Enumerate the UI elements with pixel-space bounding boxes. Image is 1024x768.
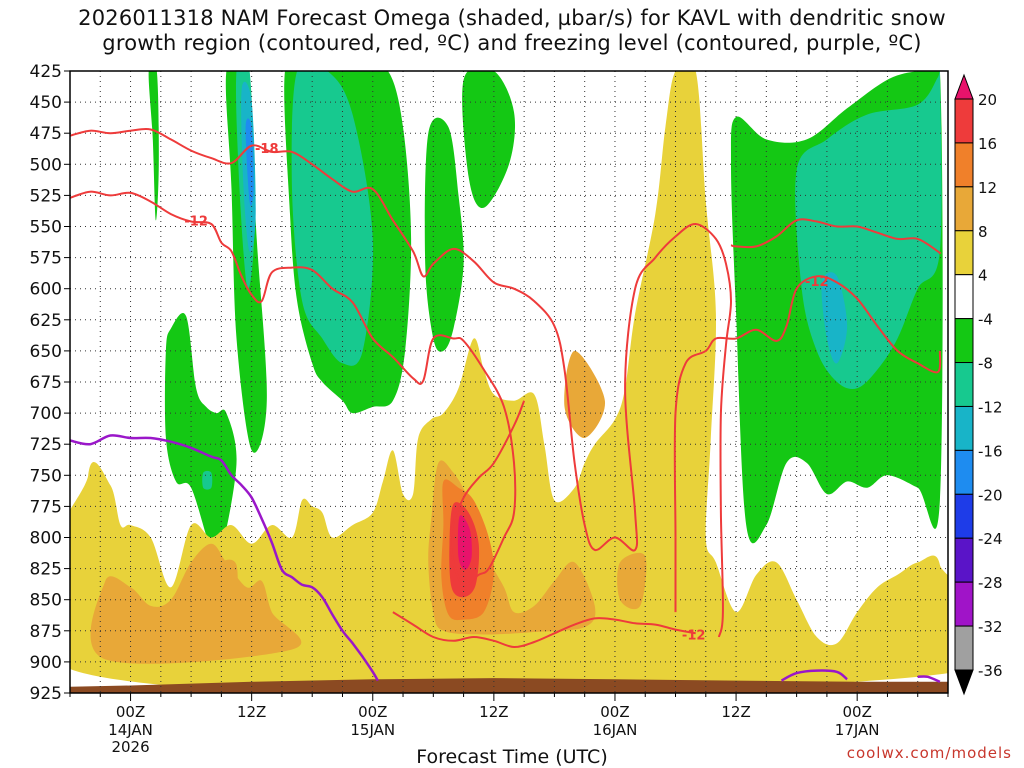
- x-tick-label: 00Z: [842, 703, 871, 721]
- omega-region-pos20-0: [457, 515, 472, 570]
- omega-region-neg4-1: [148, 71, 159, 221]
- omega-region-neg12-1: [821, 272, 848, 364]
- y-tick-label: 925: [30, 684, 62, 704]
- y-tick-label: 550: [30, 218, 62, 238]
- chart-title-line-2: growth region (contoured, red, ºC) and f…: [102, 31, 922, 55]
- y-tick-label: 775: [30, 497, 62, 517]
- colorbar-label: -24: [978, 530, 1003, 548]
- colorbar-label: -28: [978, 574, 1003, 592]
- omega-region-neg16-0: [245, 118, 254, 206]
- omega-region-neg8-1: [291, 71, 374, 366]
- y-tick-label: 425: [30, 62, 62, 82]
- dgz-contour-label: -12: [184, 214, 208, 229]
- x-tick-date-label: 15JAN: [350, 721, 395, 739]
- x-tick-label: 00Z: [116, 703, 145, 721]
- y-tick-label: 800: [30, 529, 62, 549]
- terrain-surface: [70, 678, 948, 693]
- colorbar-label: -12: [978, 398, 1003, 416]
- colorbar-bin: [954, 98, 974, 144]
- colorbar-bin: [954, 405, 974, 451]
- dgz-contour-4: [730, 218, 942, 255]
- colorbar-bin: [954, 581, 974, 627]
- y-tick-label: 675: [30, 373, 62, 393]
- colorbar-label: -32: [978, 618, 1003, 636]
- dgz-contour-2: [392, 611, 696, 649]
- y-tick-label: 825: [30, 560, 62, 580]
- omega-region-neg4-2: [164, 312, 237, 560]
- omega-region-pos8-4: [214, 559, 238, 630]
- colorbar-label: -20: [978, 486, 1003, 504]
- omega-region-neg4-5: [462, 71, 516, 208]
- dgz-contour-3: [673, 275, 942, 613]
- colorbar-bin: [954, 186, 974, 232]
- colorbar-label: 20: [978, 91, 997, 109]
- colorbar-bin: [954, 625, 974, 671]
- x-tick-label: 12Z: [237, 703, 266, 721]
- omega-region-neg4-4: [424, 117, 464, 352]
- colorbar-bin: [954, 493, 974, 539]
- chart-title-line-1: 2026011318 NAM Forecast Omega (shaded, µ…: [78, 6, 946, 30]
- colorbar-label: -8: [978, 355, 993, 373]
- freezing-level-line3: [917, 675, 941, 683]
- y-tick-label: 600: [30, 280, 62, 300]
- omega-region-pos8-0: [90, 543, 302, 664]
- dgz-contour-label: -18: [255, 142, 279, 157]
- colorbar-bottom-triangle: [954, 669, 974, 696]
- colorbar-bin: [954, 230, 974, 276]
- x-tick-date-label: 16JAN: [593, 721, 638, 739]
- y-tick-label: 900: [30, 653, 62, 673]
- colorbar-bin: [954, 362, 974, 407]
- x-tick-date-label: 14JAN: [108, 721, 153, 739]
- omega-region-neg8-3: [202, 470, 213, 490]
- colorbar-label: -36: [978, 662, 1003, 680]
- y-tick-label: 725: [30, 435, 62, 455]
- colorbar-bin: [954, 449, 974, 495]
- omega-region-pos8-2: [564, 350, 606, 439]
- omega-region-pos8-3: [617, 552, 647, 610]
- y-tick-label: 575: [30, 249, 62, 269]
- y-tick-label: 625: [30, 311, 62, 331]
- dgz-contour-1: [70, 190, 526, 587]
- y-tick-label: 450: [30, 93, 62, 113]
- freezing-level-line2: [780, 669, 848, 682]
- x-tick-date-label: 17JAN: [835, 721, 880, 739]
- x-tick-label: 00Z: [600, 703, 629, 721]
- colorbar-label: 8: [978, 223, 988, 241]
- colorbar-label: 16: [978, 135, 997, 153]
- colorbar-bin: [954, 537, 974, 583]
- colorbar-label: 12: [978, 179, 997, 197]
- x-tick-date-label: 2026: [111, 738, 149, 756]
- x-tick-label: 12Z: [721, 703, 750, 721]
- colorbar-bin: [954, 318, 974, 364]
- colorbar-bin: [954, 142, 974, 188]
- colorbar-bin: [954, 274, 974, 320]
- y-tick-label: 650: [30, 342, 62, 362]
- x-tick-label: 00Z: [358, 703, 387, 721]
- y-tick-label: 850: [30, 591, 62, 611]
- dgz-contour-label: -12: [682, 629, 706, 644]
- freezing-level-line: [70, 434, 379, 682]
- colorbar-label: 4: [978, 267, 988, 285]
- colorbar-label: -16: [978, 442, 1003, 460]
- dgz-contour-0: [70, 127, 733, 638]
- y-tick-label: 500: [30, 155, 62, 175]
- colorbar-label: -4: [978, 311, 993, 329]
- y-tick-label: 875: [30, 622, 62, 642]
- x-axis-title: Forecast Time (UTC): [416, 746, 608, 768]
- y-tick-label: 750: [30, 466, 62, 486]
- colorbar-top-triangle: [954, 73, 974, 100]
- site-credit[interactable]: coolwx.com/models: [846, 744, 1012, 762]
- x-tick-label: 12Z: [479, 703, 508, 721]
- dgz-contour-label: -12: [805, 275, 829, 290]
- y-tick-label: 475: [30, 124, 62, 144]
- y-tick-label: 700: [30, 404, 62, 424]
- y-tick-label: 525: [30, 186, 62, 206]
